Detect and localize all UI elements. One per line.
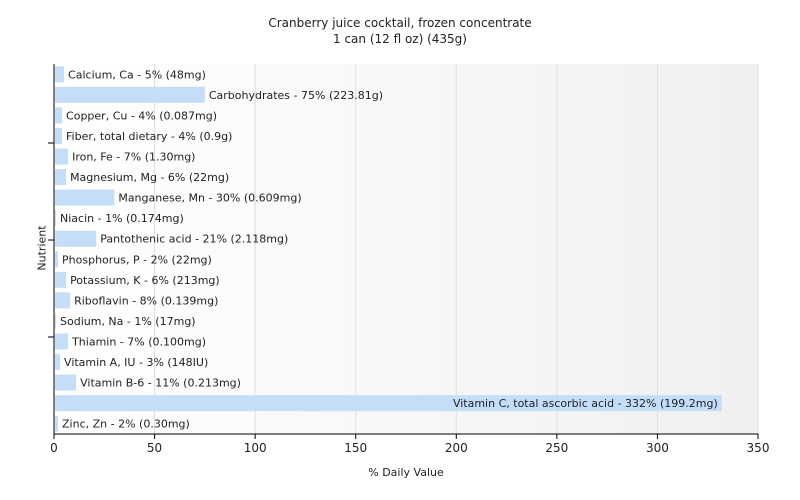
- bar: [55, 230, 97, 247]
- bar-label: Riboflavin - 8% (0.139mg): [74, 294, 218, 307]
- x-tick-label: 100: [244, 441, 267, 455]
- bar: [55, 415, 59, 432]
- bar-label: Sodium, Na - 1% (17mg): [60, 315, 196, 328]
- x-tick-label: 250: [545, 441, 568, 455]
- bar-label: Carbohydrates - 75% (223.81g): [209, 89, 383, 102]
- bar-label: Vitamin A, IU - 3% (148IU): [64, 356, 208, 369]
- y-axis-label: Nutrient: [35, 225, 49, 271]
- bar: [55, 127, 63, 144]
- bar: [55, 312, 57, 329]
- bar: [55, 292, 71, 309]
- bar: [55, 189, 115, 206]
- bar-label: Manganese, Mn - 30% (0.609mg): [118, 192, 301, 205]
- bar-label: Thiamin - 7% (0.100mg): [71, 336, 206, 349]
- chart-subtitle: 1 can (12 fl oz) (435g): [333, 32, 467, 46]
- bar: [55, 333, 69, 350]
- bar: [55, 148, 69, 165]
- x-tick-label: 300: [646, 441, 669, 455]
- x-tick-label: 150: [344, 441, 367, 455]
- plot-area: [54, 64, 758, 434]
- bar-label: Magnesium, Mg - 6% (22mg): [70, 171, 229, 184]
- bar: [55, 374, 77, 391]
- bar: [55, 395, 722, 412]
- x-tick-label: 0: [50, 441, 58, 455]
- bar-label: Iron, Fe - 7% (1.30mg): [72, 151, 195, 164]
- bar: [55, 86, 205, 103]
- bar-label: Copper, Cu - 4% (0.087mg): [66, 109, 217, 122]
- bar-label: Calcium, Ca - 5% (48mg): [68, 68, 206, 81]
- bar: [55, 107, 63, 124]
- bar-label: Phosphorus, P - 2% (22mg): [62, 253, 212, 266]
- bar-label: Zinc, Zn - 2% (0.30mg): [62, 418, 190, 431]
- x-tick-label: 50: [147, 441, 162, 455]
- bar: [55, 354, 61, 371]
- bar-label: Fiber, total dietary - 4% (0.9g): [66, 130, 232, 143]
- x-tick-label: 200: [445, 441, 468, 455]
- bar-label: Potassium, K - 6% (213mg): [70, 274, 220, 287]
- x-axis-label: % Daily Value: [368, 466, 444, 479]
- bar-label: Vitamin B-6 - 11% (0.213mg): [80, 377, 241, 390]
- bar-label: Pantothenic acid - 21% (2.118mg): [100, 233, 288, 246]
- bar: [55, 169, 67, 186]
- bar: [55, 66, 65, 83]
- x-tick-label: 350: [747, 441, 770, 455]
- bar-label: Niacin - 1% (0.174mg): [60, 212, 184, 225]
- bar: [55, 210, 57, 227]
- bar: [55, 271, 67, 288]
- chart-title: Cranberry juice cocktail, frozen concent…: [268, 16, 532, 30]
- bar: [55, 251, 59, 268]
- bar-label: Vitamin C, total ascorbic acid - 332% (1…: [453, 397, 718, 410]
